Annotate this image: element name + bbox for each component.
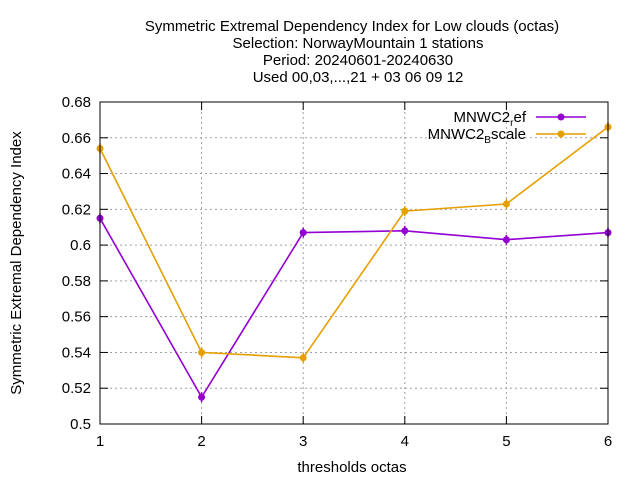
x-axis-title: thresholds octas: [297, 459, 406, 476]
plot-frame: [99, 101, 609, 425]
y-tick-label: 0.68: [62, 94, 91, 111]
legend-label: MNWC2ref: [453, 109, 526, 129]
y-tick-label: 0.66: [62, 130, 91, 147]
legend-marker: [557, 113, 565, 121]
title-line: Period: 20240601-20240630: [263, 52, 453, 69]
grid: [100, 102, 608, 424]
series-line: [99, 126, 609, 359]
y-tick-label: 0.54: [62, 344, 91, 361]
series-line: [99, 217, 609, 399]
title-line: Symmetric Extremal Dependency Index for …: [145, 18, 559, 35]
x-axis-ticks: 1 2 3 4 5 6: [96, 102, 612, 450]
chart-title: Symmetric Extremal Dependency Index for …: [145, 18, 559, 86]
y-tick-label: 0.52: [62, 380, 91, 397]
legend-label: MNWC2Bscale: [428, 126, 526, 146]
title-line: Selection: NorwayMountain 1 stations: [233, 35, 484, 52]
x-tick-label: 3: [299, 433, 307, 450]
title-line: Used 00,03,...,21 + 03 06 09 12: [253, 69, 464, 86]
x-tick-label: 2: [197, 433, 205, 450]
x-tick-label: 4: [401, 433, 409, 450]
y-axis-ticks: 0.5 0.52 0.54 0.56 0.58 0.6 0.62 0.64 0.66 0.68: [62, 94, 608, 433]
y-tick-label: 0.56: [62, 309, 91, 326]
y-tick-label: 0.5: [70, 416, 91, 433]
y-axis-title: Symmetric Extremal Dependency Index: [8, 131, 25, 395]
series-lines: [96, 122, 612, 403]
x-tick-label: 6: [604, 433, 612, 450]
x-tick-label: 1: [96, 433, 104, 450]
x-tick-label: 5: [502, 433, 510, 450]
y-tick-label: 0.62: [62, 201, 91, 218]
y-tick-label: 0.64: [62, 166, 91, 183]
y-tick-label: 0.6: [70, 237, 91, 254]
legend-marker: [557, 130, 565, 138]
y-tick-label: 0.58: [62, 273, 91, 290]
